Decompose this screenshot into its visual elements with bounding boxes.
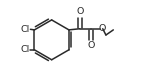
Text: O: O: [98, 24, 105, 33]
Text: O: O: [87, 41, 95, 50]
Text: O: O: [76, 7, 83, 16]
Text: Cl: Cl: [21, 25, 30, 34]
Text: Cl: Cl: [21, 45, 30, 54]
